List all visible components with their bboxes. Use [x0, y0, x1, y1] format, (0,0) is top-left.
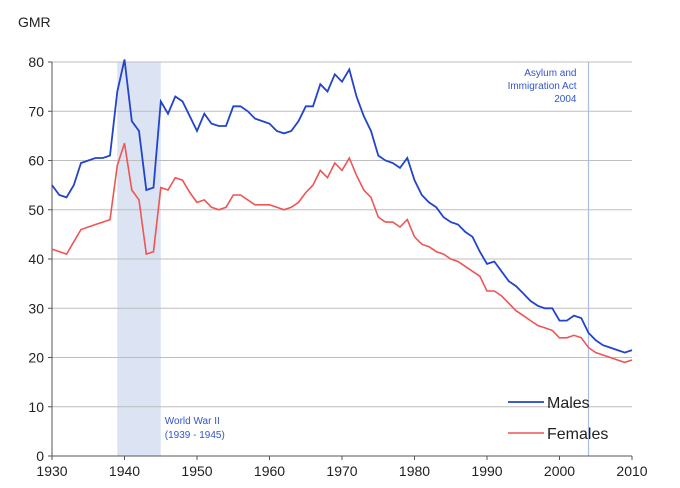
legend-males-label: Males — [547, 395, 590, 412]
y-tick-label: 80 — [28, 54, 44, 70]
x-tick-label: 2010 — [616, 463, 647, 479]
x-tick-labels: 1930 1940 1950 1960 1970 1980 1990 2000 2010 — [36, 456, 648, 479]
males-series-line — [51, 59, 633, 354]
x-tick-label: 1960 — [254, 463, 285, 479]
x-tick-label: 1940 — [109, 463, 140, 479]
y-tick-label: 70 — [28, 103, 44, 119]
x-tick-label: 1930 — [36, 463, 67, 479]
world-war-annotation: World War II (1939 - 1945) — [165, 416, 225, 441]
females-series-line — [51, 143, 633, 364]
y-tick-label: 20 — [28, 350, 44, 366]
asylum-act-annotation-line: Asylum and — [524, 68, 576, 79]
y-tick-label: 0 — [36, 448, 44, 464]
y-tick-label: 30 — [28, 300, 44, 316]
x-tick-label: 2000 — [544, 463, 575, 479]
x-tick-label: 1950 — [181, 463, 212, 479]
legend: Males Females — [508, 395, 608, 443]
asylum-act-annotation-line: 2004 — [554, 94, 577, 105]
asylum-act-annotation: Asylum and Immigration Act 2004 — [508, 68, 577, 105]
legend-females-label: Females — [547, 426, 608, 443]
y-tick-label: 60 — [28, 153, 44, 169]
world-war-annotation-line: (1939 - 1945) — [165, 430, 225, 441]
y-axis-label: GMR — [18, 14, 51, 30]
y-tick-label: 10 — [28, 399, 44, 415]
asylum-act-annotation-line: Immigration Act — [508, 81, 577, 92]
y-tick-label: 40 — [28, 251, 44, 267]
y-tick-labels: 0 10 20 30 40 50 60 70 80 — [28, 54, 44, 464]
x-tick-label: 1970 — [326, 463, 357, 479]
x-tick-label: 1990 — [471, 463, 502, 479]
x-tick-label: 1980 — [399, 463, 430, 479]
world-war-annotation-line: World War II — [165, 416, 220, 427]
horizontal-gridlines — [48, 61, 632, 457]
y-tick-label: 50 — [28, 202, 44, 218]
